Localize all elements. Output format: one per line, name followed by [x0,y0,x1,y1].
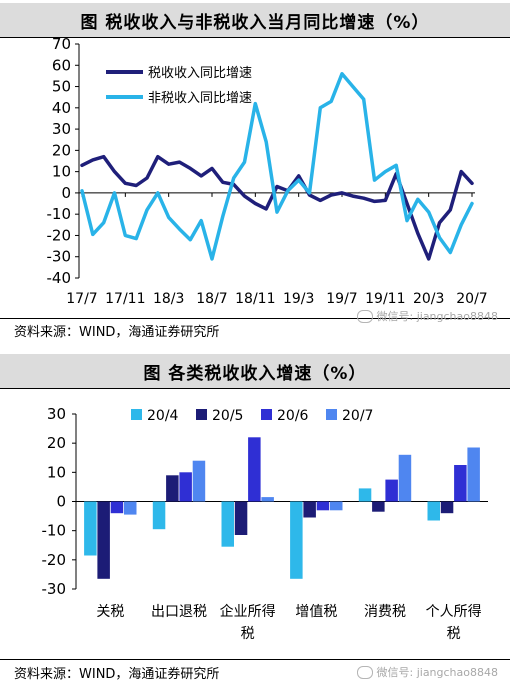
bar-20-4-2 [152,501,166,530]
category-label-4: 增值税 [295,604,337,620]
y-tick-label: 70 [52,38,71,53]
bar-20-7-6 [467,447,480,502]
y-tick-label: 60 [52,56,71,74]
bar-20-7-1 [124,501,137,515]
chart2-source-rule [0,659,510,660]
chart1-watermark-text: 微信号: jiangchao8848 [376,310,499,323]
bar-20-4-4 [290,501,303,579]
x-tick-label: 17/7 [66,291,97,307]
bar-20-7-4 [330,501,343,511]
legend-swatch-20-4 [131,409,142,420]
bar-20-5-2 [166,475,179,502]
category-label-3: 企业所得税 [220,603,276,642]
chart2-watermark: 微信号: jiangchao8848 [356,664,499,680]
bar-20-7-2 [192,460,206,502]
legend-label-20-7: 20/7 [342,408,373,424]
bar-20-5-5 [372,501,385,512]
bar-20-4-6 [427,501,440,521]
y-tick-label: 10 [47,463,66,481]
legend-swatch-20-7 [326,409,337,420]
y-tick-label: 20 [52,141,71,159]
bar-20-7-3 [261,497,274,502]
y-tick-label: 0 [56,493,66,511]
y-tick-label: -10 [42,522,67,540]
series-line-2 [80,72,474,261]
chart1-title: 图 税收收入与非税收入当月同比增速（%） [0,3,510,37]
legend-label-1: 税收收入同比增速 [148,66,252,81]
bar-20-5-3 [234,501,248,535]
legend-label-20-5: 20/5 [212,408,243,424]
y-tick-label: 50 [52,78,71,96]
chart1-watermark: 微信号: jiangchao8848 [356,308,499,324]
y-tick-label: -30 [47,248,72,266]
category-label-6: 个人所得税 [426,603,482,642]
chart2-source: 资料来源：WIND，海通证券研究所 [14,667,220,682]
x-tick-label: 20/7 [456,291,487,307]
legend-swatch-20-5 [196,409,207,420]
bar-20-7-5 [398,454,412,502]
bar-20-4-5 [358,488,372,502]
bar-20-5-1 [97,501,110,579]
x-tick-label: 19/11 [365,291,405,307]
chart2-title: 图 各类税收收入增速（%） [0,354,510,388]
bar-20-6-4 [316,501,330,511]
x-tick-label: 18/11 [235,291,275,307]
y-tick-label: -10 [47,205,72,223]
y-tick-label: -40 [47,269,72,287]
bar-20-6-2 [179,472,192,502]
bar-20-4-3 [221,501,234,547]
chart2-watermark-text: 微信号: jiangchao8848 [376,666,499,679]
y-tick-label: 0 [61,184,71,202]
x-tick-label: 17/11 [105,291,145,307]
bar-20-6-6 [454,465,467,502]
x-tick-label: 18/3 [153,291,184,307]
bar-20-4-1 [84,501,97,556]
category-label-2: 出口退税 [151,604,207,620]
series-line-1 [80,154,474,261]
legend-label-20-4: 20/4 [147,408,179,424]
x-tick-label: 18/7 [196,291,227,307]
y-tick-label: 30 [52,120,71,138]
chart1-source-rule [0,318,510,319]
y-tick-label: -20 [42,551,67,569]
y-tick-label: 30 [47,405,66,423]
line-chart: -40 -30 -20 -10 0 10 20 30 40 50 60 70 17/7 17/11 18/3… [47,38,488,307]
x-tick-label: 20/3 [413,291,444,307]
y-tick-label: -30 [42,580,67,598]
chart1-title-rule [0,37,510,38]
legend-label-2: 非税收入同比增速 [148,91,252,106]
bar-20-6-3 [248,437,261,502]
y-tick-label: 10 [52,163,71,181]
x-tick-label: 19/7 [326,291,357,307]
y-tick-label: -20 [47,226,72,244]
chart2-title-rule [0,388,510,389]
category-label-1: 关税 [96,604,124,620]
legend-swatch-20-6 [261,409,272,420]
y-tick-label: 20 [47,434,66,452]
chart1-source: 资料来源：WIND，海通证券研究所 [14,325,220,340]
wechat-icon [356,665,373,679]
bar-chart: -30 -20 -10 0 10 20 30 关税 出口退税 企业所得税 增值税 消费税 个人所得税 20… [42,405,488,642]
legend-label-20-6: 20/6 [277,408,309,424]
bar-20-6-1 [110,501,124,514]
category-label-5: 消费税 [364,604,406,620]
bar-20-6-5 [385,479,398,502]
x-tick-label: 19/3 [283,291,314,307]
wechat-icon [356,309,373,323]
bar-20-5-4 [303,501,316,518]
y-tick-label: 40 [52,99,71,117]
bar-20-5-6 [440,501,454,514]
